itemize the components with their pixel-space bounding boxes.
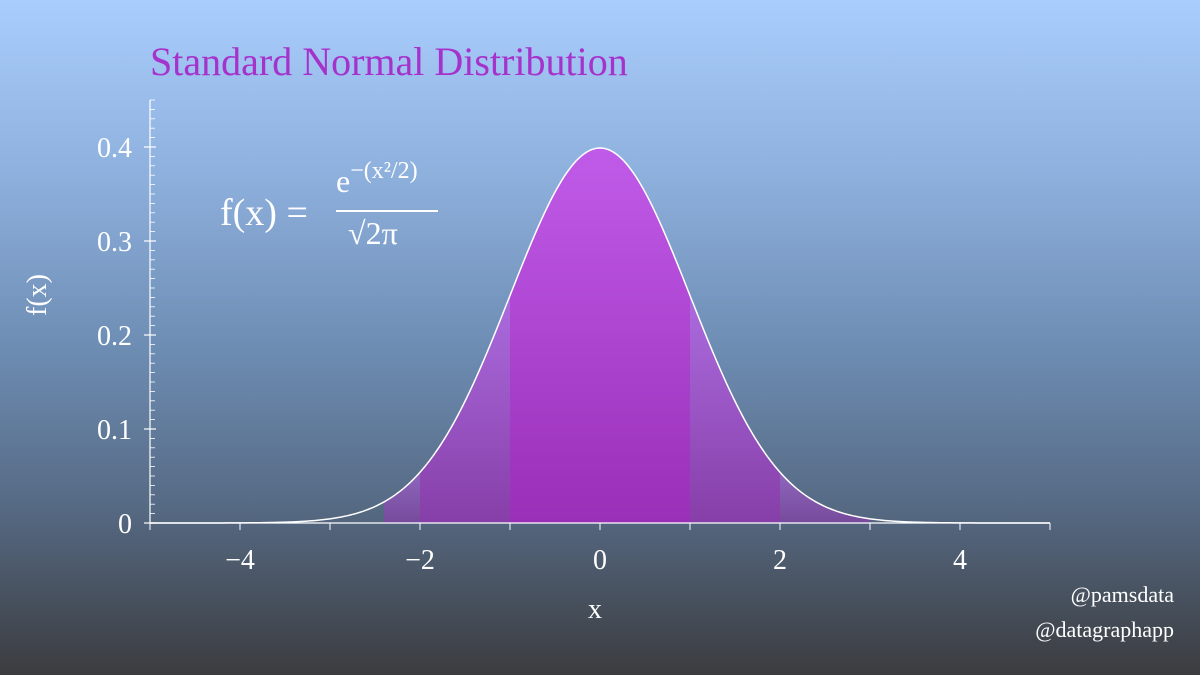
- x-axis-label: x: [588, 594, 602, 625]
- formula-numerator: e−(x²/2): [336, 158, 418, 199]
- y-tick-label: 0.3: [97, 227, 132, 258]
- shaded-bands: [384, 147, 870, 524]
- x-tick-label: −4: [225, 545, 255, 576]
- x-tick-label: 2: [773, 545, 787, 576]
- formula-denominator: √2π: [348, 215, 398, 251]
- credit-handle-1: @pamsdata: [1070, 582, 1174, 607]
- x-tick-label: −2: [405, 545, 435, 576]
- chart-title: Standard Normal Distribution: [150, 39, 628, 84]
- axes: 0 0.1 0.2 0.3 0.4 −4 −2 0 2 4: [97, 99, 1051, 576]
- pdf-curve: [150, 147, 1050, 524]
- y-tick-label: 0.2: [97, 321, 132, 352]
- band-4: [780, 472, 870, 523]
- formula-lhs: f(x) =: [220, 192, 308, 234]
- band-3: [384, 472, 420, 523]
- band-0: [510, 147, 690, 524]
- fraction-bar: [336, 210, 438, 212]
- y-tick-label: 0: [118, 509, 132, 540]
- x-tick-label: 4: [953, 545, 967, 576]
- credit-handle-2: @datagraphapp: [1035, 617, 1174, 642]
- x-tick-label: 0: [593, 545, 607, 576]
- y-tick-label: 0.4: [97, 133, 132, 164]
- y-tick-label: 0.1: [97, 415, 132, 446]
- y-axis-label: f(x): [22, 274, 53, 316]
